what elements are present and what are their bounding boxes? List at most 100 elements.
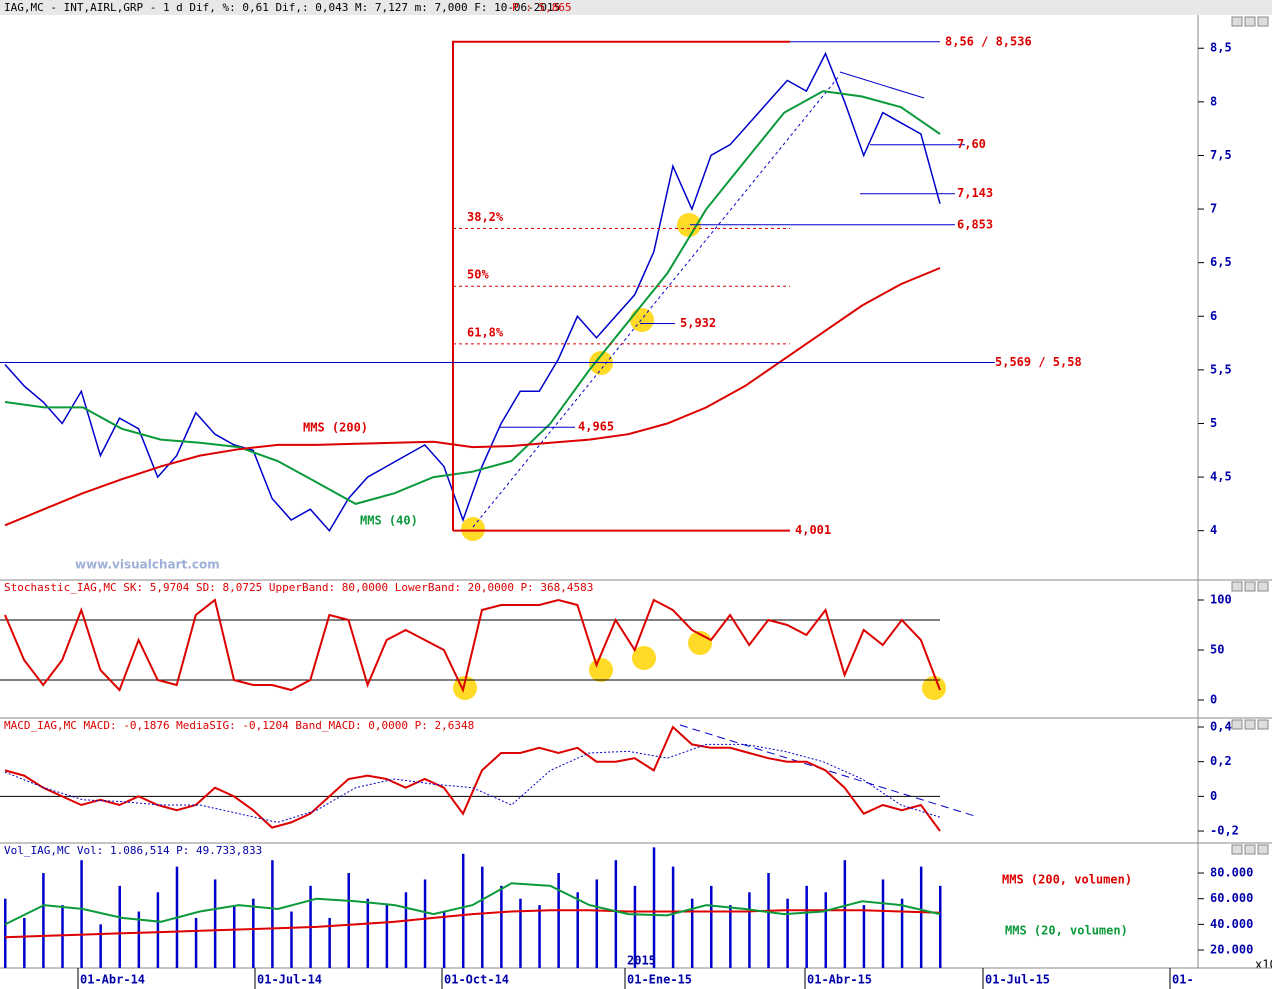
window-button [1257,581,1269,592]
window-button [1231,719,1243,730]
level-label: 7,143 [957,186,993,200]
volume-bar [862,905,866,968]
y-tick-label: 0 [1210,789,1217,803]
y-tick-label: 40.000 [1210,917,1253,931]
volume-bar [919,866,923,968]
series-line [4,90,941,505]
volume-bar [538,905,541,968]
y-tick-label: 0 [1210,693,1217,707]
x-tick-label: 01-Oct-14 [444,973,509,987]
watermark: www.visualchart.com [75,558,220,572]
y-tick-label: 6 [1210,309,1217,323]
series-line [4,725,941,832]
volume-bar [366,898,370,968]
y-tick-label: 5,5 [1210,362,1232,376]
volume-bar [881,879,885,968]
y-tick-label: 7 [1210,202,1217,216]
window-button [1244,16,1256,27]
range-box [452,40,790,531]
level-label: 4,965 [578,420,614,434]
level-label: 7,60 [957,137,986,151]
y-tick-label: 50 [1210,643,1224,657]
window-button [1244,844,1256,855]
volume-bar [385,905,389,968]
y-tick-label: 0,2 [1210,754,1232,768]
level-label: 5,932 [680,316,716,330]
header-price: P : 5,865 [512,1,572,14]
header-bar [0,0,1272,15]
highlight [461,517,485,541]
volume-bar [519,898,522,968]
volume-bar [347,873,350,968]
header-text: IAG,MC - INT,AIRL,GRP - 1 d Dif, %: 0,61… [4,1,560,14]
level-label: 8,56 / 8,536 [945,34,1032,48]
series-line [4,51,941,532]
scale-note: x100 [1255,958,1272,972]
volume-bar [118,885,121,968]
trend-line [679,724,979,818]
volume-bar [213,879,217,968]
volume-bar [442,911,446,968]
y-tick-label: 8,5 [1210,41,1232,55]
volume-bar [137,911,141,968]
highlight [677,213,701,237]
volume-bar [900,898,904,968]
series-line [4,882,941,926]
series-line [4,598,941,693]
volume-bar [748,892,751,968]
series-label: MMS (40) [360,514,418,528]
volume-bar [4,898,7,968]
volume-bar [61,905,64,968]
volume-bar [557,873,560,968]
y-tick-label: 4,5 [1210,470,1232,484]
level-label: 4,001 [795,523,831,537]
volume-bar [690,898,694,968]
volume-bar [23,917,26,968]
highlight [589,658,613,682]
volume-bar [271,860,274,968]
series-line [4,743,941,823]
volume-bar [633,885,637,968]
highlight [630,308,654,332]
year-label: 2015 [627,954,656,968]
volume-bar [576,892,579,968]
series-line [4,267,941,527]
volume-bar [99,924,102,968]
volume-bar [42,873,45,968]
volume-bar [786,898,789,968]
series-label: MMS (200) [303,421,368,435]
y-tick-label: 4 [1210,523,1217,537]
x-tick-label: 01-Jul-15 [985,973,1050,987]
volume-bar [290,911,293,968]
legend-entry: MMS (20, volumen) [1005,924,1128,938]
window-button [1244,581,1256,592]
panel-title: Vol_IAG,MC Vol: 1.086,514 P: 49.733,833 [4,844,262,857]
window-button [1231,581,1243,592]
volume-bar [729,905,732,968]
volume-bar [156,892,160,968]
y-tick-label: 8 [1210,94,1217,108]
y-tick-label: 60.000 [1210,891,1253,905]
volume-bar [252,898,255,968]
x-tick-label: 01-Jul-14 [257,973,322,987]
window-button [1244,719,1256,730]
corner [1198,969,1272,989]
window-button [1257,719,1269,730]
level-label: 5,569 / 5,58 [995,355,1082,369]
highlight [632,646,656,670]
fib-label: 38,2% [467,210,504,224]
volume-bar [652,847,656,968]
volume-bar [80,860,83,968]
level-label: 6,853 [957,217,993,231]
y-tick-label: 0,4 [1210,720,1232,734]
volume-bar [404,892,408,968]
volume-bar [939,885,942,968]
volume-bar [481,866,484,968]
window-button [1231,16,1243,27]
volume-bar [328,917,331,968]
volume-bar [423,879,427,968]
window-button [1257,844,1269,855]
trend-line [472,74,841,528]
y-tick-label: 20.000 [1210,943,1253,957]
